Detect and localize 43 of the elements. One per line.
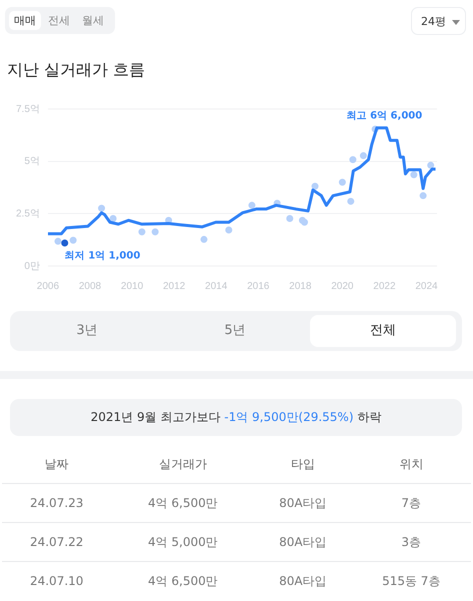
text: 4억 6,500만 xyxy=(111,562,254,600)
x-tick-label: 2024 xyxy=(415,280,438,292)
text: 3층 xyxy=(352,522,471,562)
text: 월세 xyxy=(81,13,105,29)
text: 80A타입 xyxy=(254,522,352,562)
x-tick-label: 2006 xyxy=(36,280,60,292)
x-tick-label: 2014 xyxy=(205,280,228,292)
text: 515동 7층 xyxy=(352,562,471,600)
text: 3년 xyxy=(75,322,99,340)
text: 날짜 xyxy=(44,456,70,472)
x-tick-label: 2018 xyxy=(289,280,312,292)
y-tick-label: 7.5억 xyxy=(16,104,40,115)
x-tick-label: 2012 xyxy=(162,280,186,292)
y-tick-label: 2.5억 xyxy=(16,208,40,220)
text: 24.07.10 xyxy=(2,562,112,600)
text: 실거래가 xyxy=(158,456,208,472)
text: -1억 9,500만(29.55%) xyxy=(224,410,354,424)
x-tick-label: 2016 xyxy=(247,280,270,292)
text: 4억 6,500만 xyxy=(111,484,254,522)
text: 24평 xyxy=(421,15,446,28)
annotation: 최저 1억 1,000 xyxy=(64,250,140,262)
y-tick-label: 0만 xyxy=(24,260,40,272)
x-tick-label: 2022 xyxy=(373,280,396,292)
x-tick-label: 2010 xyxy=(120,280,144,292)
text: 위치 xyxy=(398,456,424,472)
y-tick-label: 5억 xyxy=(24,156,40,168)
text: 4억 5,000만 xyxy=(111,522,254,562)
text: 7층 xyxy=(352,484,471,522)
text: 2021년 9월 최고가보다 xyxy=(90,410,222,424)
text: 24.07.23 xyxy=(2,484,112,522)
text: 5년 xyxy=(223,322,247,340)
text: 타입 xyxy=(290,456,316,472)
x-tick-label: 2008 xyxy=(78,280,102,292)
text: 24.07.22 xyxy=(2,522,112,562)
text: 매매 xyxy=(9,11,41,30)
text: 전세 xyxy=(47,13,71,29)
text: 80A타입 xyxy=(254,562,352,600)
annotation: 최고 6억 6,000 xyxy=(346,110,422,122)
text: 전체 xyxy=(310,315,456,347)
chart-title: 지난 실거래가 흐름 xyxy=(7,60,146,81)
text: 하락 xyxy=(356,410,382,424)
text: 80A타입 xyxy=(254,484,352,522)
x-tick-label: 2020 xyxy=(331,280,354,292)
